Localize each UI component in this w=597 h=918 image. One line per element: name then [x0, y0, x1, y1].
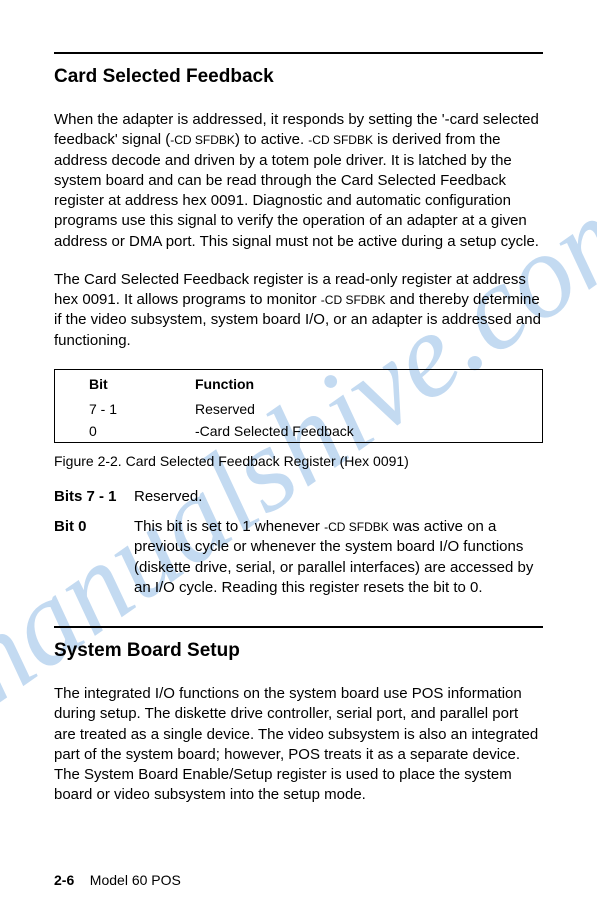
cell-fn: -Card Selected Feedback [191, 420, 543, 443]
signal-name: -CD SFDBK [308, 133, 373, 147]
page-footer: 2-6 Model 60 POS [54, 872, 181, 888]
bit-desc-7-1: Bits 7 - 1 Reserved. [54, 487, 543, 507]
register-table: Bit Function 7 - 1 Reserved 0 -Card Sele… [54, 369, 543, 443]
table-row: 7 - 1 Reserved [55, 398, 543, 420]
text: ) to active. [235, 131, 308, 148]
cell-fn: Reserved [191, 398, 543, 420]
bit-desc-0: Bit 0 This bit is set to 1 whenever -CD … [54, 517, 543, 598]
signal-name: -CD SFDBK [321, 293, 386, 307]
text: This bit is set to 1 whenever [134, 518, 324, 535]
para-sbs-1: The integrated I/O functions on the syst… [54, 684, 543, 806]
bit-label: Bits 7 - 1 [54, 487, 134, 507]
heading-system-board-setup: System Board Setup [54, 640, 543, 662]
para-csf-2: The Card Selected Feedback register is a… [54, 270, 543, 351]
para-csf-1: When the adapter is addressed, it respon… [54, 110, 543, 252]
table-row: 0 -Card Selected Feedback [55, 420, 543, 443]
rule-top [54, 52, 543, 54]
cell-bit: 7 - 1 [55, 398, 192, 420]
text: is derived from the address decode and d… [54, 131, 539, 249]
signal-name: -CD SFDBK [324, 520, 389, 534]
bit-text: This bit is set to 1 whenever -CD SFDBK … [134, 517, 543, 598]
page-number: 2-6 [54, 872, 74, 888]
heading-card-selected-feedback: Card Selected Feedback [54, 66, 543, 88]
rule-mid [54, 626, 543, 628]
cell-bit: 0 [55, 420, 192, 443]
page-content: Card Selected Feedback When the adapter … [0, 0, 597, 854]
bit-text: Reserved. [134, 487, 543, 507]
col-header-function: Function [191, 369, 543, 398]
signal-name: -CD SFDBK [170, 133, 235, 147]
figure-caption: Figure 2-2. Card Selected Feedback Regis… [54, 453, 543, 469]
doc-title: Model 60 POS [90, 872, 181, 888]
bit-label: Bit 0 [54, 517, 134, 598]
col-header-bit: Bit [55, 369, 192, 398]
